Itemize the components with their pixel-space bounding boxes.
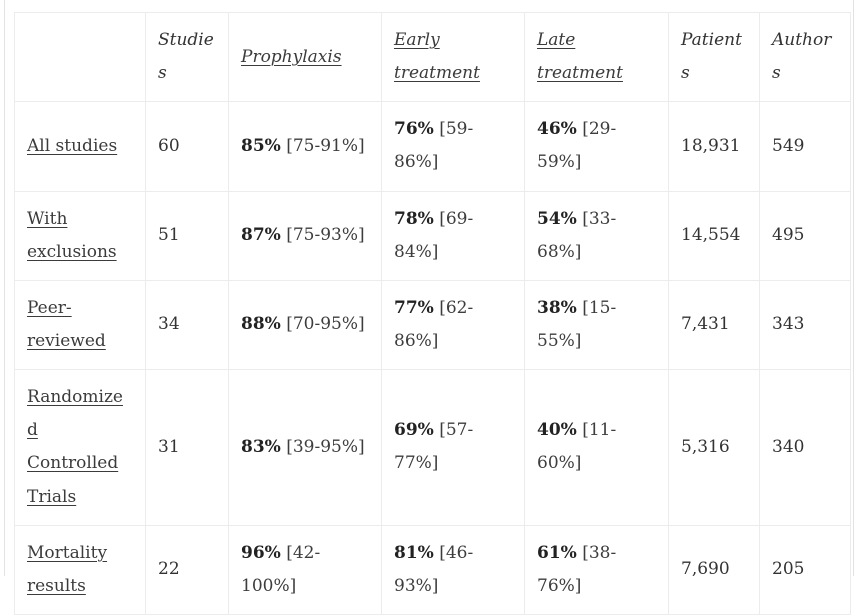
page-container: Studies Prophylaxis Early treatment Late… (4, 0, 854, 615)
prophylaxis-cell: 96% [42-100%] (228, 524, 382, 615)
studies-cell: 31 (145, 369, 229, 526)
confidence-interval: [75-93%] (286, 225, 365, 246)
late-treatment-cell: 61% [38-76%] (524, 524, 669, 615)
peer-reviewed-link[interactable]: Peer-reviewed (27, 297, 106, 351)
study-results-table: Studies Prophylaxis Early treatment Late… (14, 11, 851, 615)
late-treatment-cell: 46% [29-59%] (524, 101, 669, 192)
improvement-percent: 88% (241, 314, 281, 335)
table-row-all-studies: All studies 60 85% [75-91%] 76% [59-86%]… (14, 101, 851, 192)
improvement-percent: 85% (241, 135, 281, 156)
improvement-percent: 46% (537, 119, 577, 140)
column-header-studies: Studies (145, 11, 229, 103)
studies-cell: 22 (145, 524, 229, 615)
prophylaxis-cell: 87% [75-93%] (228, 190, 382, 281)
prophylaxis-link[interactable]: Prophylaxis (241, 46, 342, 67)
row-label-cell: With exclusions (14, 190, 146, 281)
column-header-early-treatment: Early treatment (381, 11, 525, 103)
confidence-interval: [15-55%] (537, 297, 617, 351)
late-treatment-cell: 40% [11-60%] (524, 369, 669, 526)
all-studies-link[interactable]: All studies (27, 135, 118, 156)
authors-cell: 549 (759, 101, 851, 192)
randomized-controlled-trials-link[interactable]: Randomized Controlled Trials (27, 387, 123, 507)
row-label-cell: Mortality results (14, 524, 146, 615)
improvement-percent: 40% (537, 420, 577, 441)
patients-cell: 14,554 (668, 190, 760, 281)
confidence-interval: [57-77%] (394, 420, 474, 474)
early-treatment-cell: 76% [59-86%] (381, 101, 525, 192)
column-header-late-treatment: Late treatment (524, 11, 669, 103)
column-header-patients: Patients (668, 11, 760, 103)
studies-cell: 34 (145, 279, 229, 371)
row-label-cell: All studies (14, 101, 146, 192)
improvement-percent: 96% (241, 542, 281, 563)
table-row-with-exclusions: With exclusions 51 87% [75-93%] 78% [69-… (14, 190, 851, 281)
confidence-interval: [39-95%] (286, 436, 365, 457)
confidence-interval: [11-60%] (537, 420, 617, 474)
improvement-percent: 77% (394, 297, 434, 318)
studies-cell: 51 (145, 190, 229, 281)
table-row-peer-reviewed: Peer-reviewed 34 88% [70-95%] 77% [62-86… (14, 279, 851, 371)
confidence-interval: [59-86%] (394, 119, 474, 173)
early-treatment-cell: 81% [46-93%] (381, 524, 525, 615)
late-treatment-link[interactable]: Late treatment (537, 30, 623, 84)
early-treatment-cell: 77% [62-86%] (381, 279, 525, 371)
improvement-percent: 76% (394, 119, 434, 140)
column-header-empty (14, 11, 146, 103)
improvement-percent: 38% (537, 297, 577, 318)
authors-cell: 340 (759, 369, 851, 526)
table-row-mortality-results: Mortality results 22 96% [42-100%] 81% [… (14, 524, 851, 615)
column-header-label: Authors (772, 30, 832, 84)
late-treatment-cell: 54% [33-68%] (524, 190, 669, 281)
patients-cell: 7,690 (668, 524, 760, 615)
column-header-prophylaxis: Prophylaxis (228, 11, 382, 103)
improvement-percent: 78% (394, 208, 434, 229)
confidence-interval: [69-84%] (394, 208, 474, 262)
confidence-interval: [75-91%] (286, 135, 365, 156)
prophylaxis-cell: 85% [75-91%] (228, 101, 382, 192)
column-header-label: Studies (158, 30, 214, 84)
prophylaxis-cell: 88% [70-95%] (228, 279, 382, 371)
improvement-percent: 83% (241, 436, 281, 457)
confidence-interval: [70-95%] (286, 314, 365, 335)
authors-cell: 205 (759, 524, 851, 615)
improvement-percent: 69% (394, 420, 434, 441)
late-treatment-cell: 38% [15-55%] (524, 279, 669, 371)
improvement-percent: 81% (394, 542, 434, 563)
studies-cell: 60 (145, 101, 229, 192)
with-exclusions-link[interactable]: With exclusions (27, 208, 117, 262)
confidence-interval: [62-86%] (394, 297, 474, 351)
table-row-randomized-controlled-trials: Randomized Controlled Trials 31 83% [39-… (14, 369, 851, 526)
patients-cell: 18,931 (668, 101, 760, 192)
early-treatment-cell: 69% [57-77%] (381, 369, 525, 526)
row-label-cell: Randomized Controlled Trials (14, 369, 146, 526)
early-treatment-cell: 78% [69-84%] (381, 190, 525, 281)
column-header-label: Patients (681, 30, 742, 84)
early-treatment-link[interactable]: Early treatment (394, 30, 480, 84)
authors-cell: 343 (759, 279, 851, 371)
patients-cell: 7,431 (668, 279, 760, 371)
authors-cell: 495 (759, 190, 851, 281)
column-header-authors: Authors (759, 11, 851, 103)
confidence-interval: [33-68%] (537, 208, 617, 262)
header-row: Studies Prophylaxis Early treatment Late… (14, 11, 851, 103)
improvement-percent: 54% (537, 208, 577, 229)
improvement-percent: 61% (537, 542, 577, 563)
patients-cell: 5,316 (668, 369, 760, 526)
mortality-results-link[interactable]: Mortality results (27, 542, 108, 596)
confidence-interval: [29-59%] (537, 119, 617, 173)
improvement-percent: 87% (241, 225, 281, 246)
row-label-cell: Peer-reviewed (14, 279, 146, 371)
prophylaxis-cell: 83% [39-95%] (228, 369, 382, 526)
